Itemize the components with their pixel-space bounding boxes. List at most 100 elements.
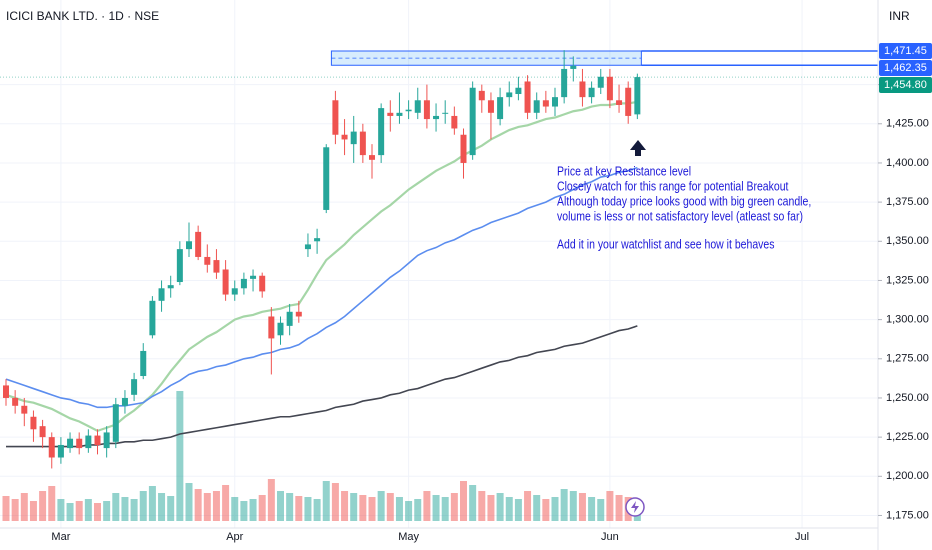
x-tick-label: Jul xyxy=(795,531,809,543)
candle-body xyxy=(597,76,604,88)
volume-bar xyxy=(167,496,175,521)
volume-bar xyxy=(450,493,458,521)
annotation-line: Price at key Resistance level xyxy=(557,166,691,179)
volume-bar xyxy=(20,493,28,521)
volume-bar xyxy=(39,491,47,521)
volume-bar xyxy=(368,497,376,521)
volume-bar xyxy=(286,493,294,521)
volume-bar xyxy=(395,497,403,521)
candle-body xyxy=(506,92,513,98)
candle-body xyxy=(369,155,375,160)
volume-bar xyxy=(432,495,440,521)
volume-bar xyxy=(203,493,211,521)
candle-body xyxy=(277,322,284,336)
volume-bar xyxy=(478,491,486,521)
volume-bar xyxy=(2,496,10,521)
price-label: 1,454.80 xyxy=(884,79,927,91)
candle-body xyxy=(478,90,485,101)
y-tick-label: 1,300.00 xyxy=(886,314,929,326)
candle-body xyxy=(634,77,641,115)
moving-average xyxy=(5,166,638,409)
candle-body xyxy=(295,311,302,317)
volume-bar xyxy=(11,499,19,521)
volume-bar xyxy=(121,497,129,521)
candle-body xyxy=(268,316,275,339)
price-label-box xyxy=(879,76,932,93)
volume-bar xyxy=(514,499,522,521)
volume-bar xyxy=(185,483,193,521)
candle-body xyxy=(12,397,19,406)
volume-bar xyxy=(130,499,138,521)
volume-bar xyxy=(212,491,220,521)
currency: INR xyxy=(889,9,910,23)
candle-body xyxy=(158,288,165,301)
volume-bar xyxy=(460,481,467,521)
candle-body xyxy=(195,231,202,257)
volume-bar xyxy=(386,493,394,521)
y-tick-label: 1,400.00 xyxy=(886,157,929,169)
candle-body xyxy=(433,115,440,120)
volume-bar xyxy=(405,501,413,521)
candle-body xyxy=(497,97,504,120)
candle-body xyxy=(606,76,613,101)
volume-bar xyxy=(615,495,623,521)
volume-bar xyxy=(322,481,330,521)
candle-body xyxy=(387,112,394,116)
candle-body xyxy=(286,311,293,326)
volume-bar xyxy=(66,503,74,521)
y-tick-label: 1,350.00 xyxy=(886,235,929,247)
volume-bar xyxy=(176,391,184,521)
volume-bar xyxy=(267,479,275,521)
candle-body xyxy=(213,260,220,273)
candle-body xyxy=(588,87,595,98)
candle-body xyxy=(76,438,83,449)
candle-body xyxy=(240,278,247,289)
candle-body xyxy=(524,81,531,113)
candle-body xyxy=(460,134,467,163)
volume-bar xyxy=(103,501,111,521)
candle-body xyxy=(176,249,183,283)
candle-body xyxy=(616,100,623,105)
candle-body xyxy=(48,437,55,458)
candle-body xyxy=(186,241,192,250)
price-label-box xyxy=(879,59,932,76)
candle-body xyxy=(323,147,330,210)
volume-bar xyxy=(588,497,596,521)
candle-body xyxy=(515,87,522,95)
volume-bar xyxy=(295,496,303,521)
annotation-line: Although today price looks good with big… xyxy=(557,196,811,209)
volume-bar xyxy=(29,501,37,521)
volume-bar xyxy=(75,501,83,521)
candle-body xyxy=(67,438,74,449)
candle-body xyxy=(314,238,321,242)
candle-body xyxy=(250,275,257,279)
volume-bar xyxy=(277,491,284,521)
volume-bar xyxy=(597,499,605,521)
volume-bar xyxy=(469,485,477,521)
candle-body xyxy=(39,426,46,438)
price-label: 1,471.45 xyxy=(884,45,927,57)
candle-body xyxy=(378,108,385,156)
x-tick-label: Mar xyxy=(51,531,70,543)
candle-body xyxy=(103,432,110,449)
event-icon-bolt xyxy=(631,501,639,513)
volume-bar xyxy=(551,497,559,521)
candle-body xyxy=(140,350,147,377)
volume-bar xyxy=(496,493,504,521)
candle-body xyxy=(341,134,348,140)
candle-body xyxy=(304,244,311,250)
x-tick-label: Jun xyxy=(601,531,619,543)
annotation-line: volume is less or not satisfactory level… xyxy=(557,211,803,224)
candle-body xyxy=(222,269,229,295)
candle-body xyxy=(469,87,476,156)
candle-body xyxy=(85,435,92,449)
y-tick-label: 1,225.00 xyxy=(886,431,929,443)
volume-bar xyxy=(57,499,65,521)
y-tick-label: 1,275.00 xyxy=(886,353,929,365)
volume-bar xyxy=(578,493,586,521)
candle-body xyxy=(167,285,174,289)
volume-bar xyxy=(148,486,156,521)
candle-body xyxy=(625,87,632,116)
